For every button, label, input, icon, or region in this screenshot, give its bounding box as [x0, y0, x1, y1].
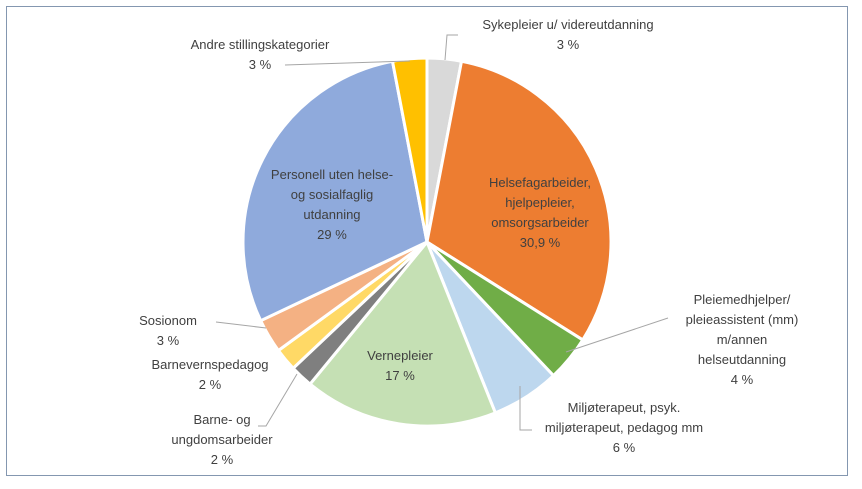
data-label-5: Barne- og ungdomsarbeider 2 %	[171, 410, 272, 470]
leader-line-2	[565, 317, 669, 353]
data-label-8: Personell uten helse-og sosialfaglig utda…	[271, 165, 393, 245]
data-label-1: Helsefagarbeider, hjelpepleier, omsorgsarb…	[489, 173, 591, 253]
label-category-line: pleieassistent (mm)	[685, 312, 799, 327]
label-value: 3 %	[248, 57, 272, 72]
label-category-line: Vernepleier	[367, 348, 433, 363]
label-category-line: Pleiemedhjelper/	[693, 292, 791, 307]
label-category-line: Barnevernspedagog	[151, 357, 269, 372]
label-category-line: Miljøterapeut, psyk.	[567, 400, 681, 415]
label-value: 3 %	[556, 37, 580, 52]
label-category-line: miljøterapeut, pedagog mm	[544, 420, 704, 435]
label-category-line: Helsefagarbeider,	[489, 175, 591, 190]
data-label-9: Andre stillingskategorier 3 %	[191, 35, 330, 75]
label-category-line: Personell uten helse-	[270, 167, 394, 182]
label-category-line: omsorgsarbeider	[491, 215, 589, 230]
label-category-line: Sosionom	[139, 313, 197, 328]
label-category-line: Sykepleier u/ videreutdanning	[482, 17, 654, 32]
data-label-0: Sykepleier u/ videreutdanning 3 %	[482, 15, 653, 55]
data-label-2: Pleiemedhjelper/pleieassistent (mm) m/ann…	[686, 290, 799, 390]
leader-line-0	[444, 34, 458, 61]
data-label-6: Barnevernspedagog 2 %	[151, 355, 268, 395]
label-value: 2 %	[210, 452, 234, 467]
data-label-7: Sosionom 3 %	[139, 311, 197, 351]
label-category-line: Barne- og	[193, 412, 251, 427]
leader-line-3	[519, 386, 532, 431]
label-category-line: utdanning	[303, 207, 361, 222]
label-category-line: og sosialfaglig	[290, 187, 374, 202]
pie-slice-8	[241, 59, 429, 323]
label-category-line: Andre stillingskategorier	[190, 37, 330, 52]
label-value: 29 %	[317, 227, 347, 242]
data-label-3: Miljøterapeut, psyk. miljøterapeut, pedag…	[545, 398, 703, 458]
pie-slice-4	[307, 239, 498, 428]
label-value: 30,9 %	[519, 235, 561, 250]
label-value: 4 %	[730, 372, 754, 387]
label-value: 6 %	[612, 440, 636, 455]
leader-line-5	[258, 373, 298, 427]
label-category-line: hjelpepleier,	[505, 195, 575, 210]
label-category-line: m/annen	[716, 332, 768, 347]
label-value: 2 %	[198, 377, 222, 392]
label-value: 3 %	[156, 333, 180, 348]
chart-frame	[6, 6, 848, 476]
label-category-line: helseutdanning	[697, 352, 787, 367]
label-value: 17 %	[385, 368, 415, 383]
leader-line-9	[284, 60, 411, 66]
label-category-line: ungdomsarbeider	[171, 432, 273, 447]
data-label-4: Vernepleier 17 %	[367, 346, 433, 386]
leader-line-7	[215, 321, 267, 329]
